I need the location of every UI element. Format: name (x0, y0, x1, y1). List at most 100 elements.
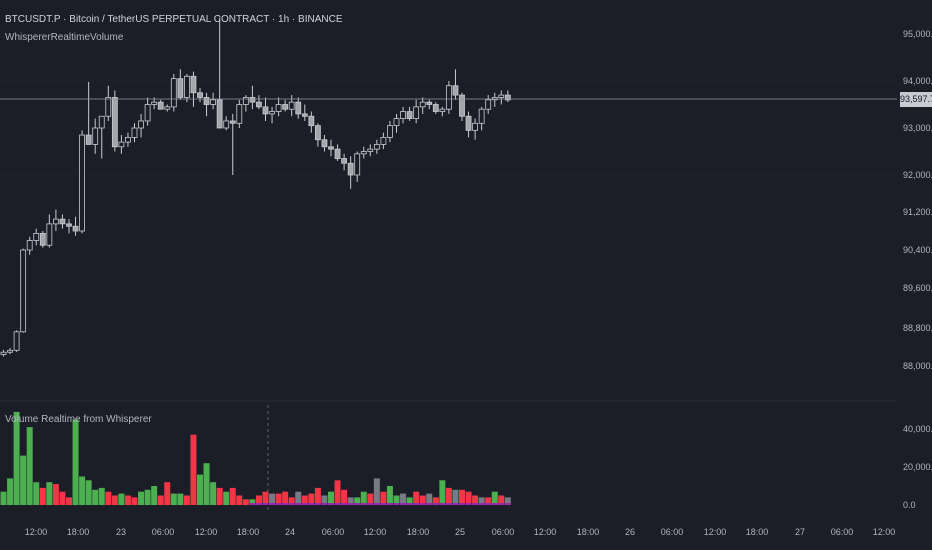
candle-body (111, 97, 118, 148)
volume-bar (255, 495, 262, 505)
volume-bar (334, 480, 341, 505)
candle-body (354, 153, 361, 176)
volume-tick-label: 0.0 (903, 500, 916, 510)
candle (367, 144, 374, 157)
volume-overlay-bar (255, 503, 262, 505)
candle-body (131, 127, 138, 138)
volume-bar (98, 487, 105, 505)
candle (151, 97, 158, 110)
volume-overlay-bar (472, 503, 479, 505)
volume-overlay-bar (301, 503, 308, 505)
volume-overlay-bar (452, 503, 459, 505)
volume-bar (328, 491, 334, 505)
candle-body (406, 111, 413, 120)
chart-grid (0, 33, 897, 367)
candle (426, 99, 433, 110)
volume-bar (341, 489, 348, 505)
candle (210, 92, 217, 110)
candle (262, 97, 269, 121)
candle (111, 90, 118, 152)
volume-bar (20, 455, 27, 505)
time-tick-label: 18:00 (407, 527, 430, 537)
candle-body (105, 97, 112, 117)
volume-overlay-bar (459, 503, 465, 505)
volume-bar (157, 495, 164, 505)
time-tick-label: 06:00 (831, 527, 854, 537)
candle (413, 99, 420, 124)
volume-overlay-bar (478, 503, 485, 505)
candle (256, 95, 262, 110)
time-axis[interactable]: 12:00 18:00 23 06:00 12:00 18:00 24 06:00 12:00 1… (25, 527, 896, 537)
candle-body (400, 111, 406, 120)
candle (7, 347, 13, 355)
indicator-legend[interactable]: WhispererRealtimeVolume (5, 32, 124, 43)
volume-bar (413, 491, 420, 505)
candle-body (439, 108, 446, 112)
candle-body (223, 120, 230, 129)
candle (242, 95, 249, 112)
volume-bar (13, 411, 20, 505)
candle-body (393, 118, 400, 127)
volume-overlay-bar (275, 503, 282, 505)
volume-overlay-bar (354, 503, 361, 505)
volume-overlay-bar (386, 503, 393, 505)
time-tick-label: 25 (455, 527, 465, 537)
candle-body (465, 115, 472, 131)
candle (177, 69, 184, 100)
candle (373, 139, 380, 154)
candle (432, 102, 439, 114)
volume-overlay-bar (282, 503, 289, 505)
volume-pane-legend[interactable]: Volume Realtime from Whisperer (5, 414, 152, 425)
volume-bar (46, 482, 53, 505)
candle (314, 123, 321, 147)
candle-body (229, 120, 236, 124)
candle (138, 113, 144, 138)
candle (275, 97, 282, 117)
candle-body (210, 99, 217, 105)
volume-bar (504, 497, 511, 505)
volume-overlay-bar (498, 503, 505, 505)
candle (85, 81, 92, 145)
candle-body (478, 108, 485, 124)
volume-bar (301, 495, 308, 505)
volume-bar (393, 495, 400, 505)
time-tick-label: 24 (285, 527, 295, 537)
volume-axis[interactable]: 40,000.0 20,000.0 0.0 (903, 424, 932, 510)
volume-overlay-bar (426, 503, 433, 505)
volume-bar (164, 482, 171, 505)
volume-bar (459, 489, 465, 505)
candle-body (138, 120, 144, 129)
candle-body (452, 85, 459, 96)
candle (380, 132, 387, 150)
volume-overlay-bar (321, 503, 328, 505)
candle (131, 123, 138, 143)
candle-body (125, 136, 131, 143)
volume-overlay-bar (439, 503, 446, 505)
candlestick-series (0, 17, 511, 357)
volume-bar (269, 493, 276, 505)
candle-body (387, 125, 393, 138)
volume-bar (105, 491, 112, 505)
symbol-title[interactable]: BTCUSDT.P · Bitcoin / TetherUS PERPETUAL… (5, 14, 343, 25)
volume-bar (111, 495, 118, 505)
time-tick-label: 18:00 (577, 527, 600, 537)
price-tick-label: 90,400.0 (903, 245, 932, 255)
candle-body (203, 97, 210, 105)
candle (308, 111, 315, 133)
candle-body (85, 134, 92, 145)
candle-body (46, 223, 53, 246)
candle (190, 71, 197, 107)
price-axis[interactable]: 95,000.0 94,000.0 93,000.0 92,000.0 91,200.0… (903, 29, 932, 371)
candle-body (413, 106, 420, 119)
candle-body (380, 136, 387, 145)
candle-body (262, 106, 269, 115)
candle (452, 69, 459, 100)
candle-body (341, 158, 348, 164)
price-tick-label: 91,200.0 (903, 207, 932, 217)
volume-bar (118, 493, 125, 505)
candle-body (33, 232, 40, 241)
volume-overlay-bar (419, 503, 426, 505)
candle-body (0, 351, 7, 356)
candle-body (118, 141, 125, 148)
